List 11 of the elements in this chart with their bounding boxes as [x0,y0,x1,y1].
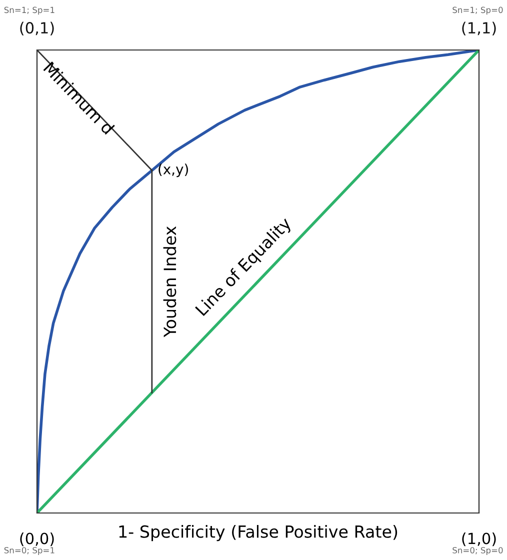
x-axis-title: 1- Specificity (False Positive Rate) [119,525,398,542]
annotation: Youden Index [163,226,176,338]
annotation: (x,y) [158,164,188,178]
text: Sn=1; Sp=1 [4,6,54,15]
text: (1,1) [462,22,496,36]
text: Sn=1; Sp=0 [452,6,503,15]
x-tick-label: (0,0) [20,532,54,546]
x-tick-label: (1,0) [462,532,496,546]
text: Sn=0; Sp=1 [4,547,54,555]
text: (0,1) [20,22,54,36]
text: Sn=0; Sp=0 [452,547,503,555]
